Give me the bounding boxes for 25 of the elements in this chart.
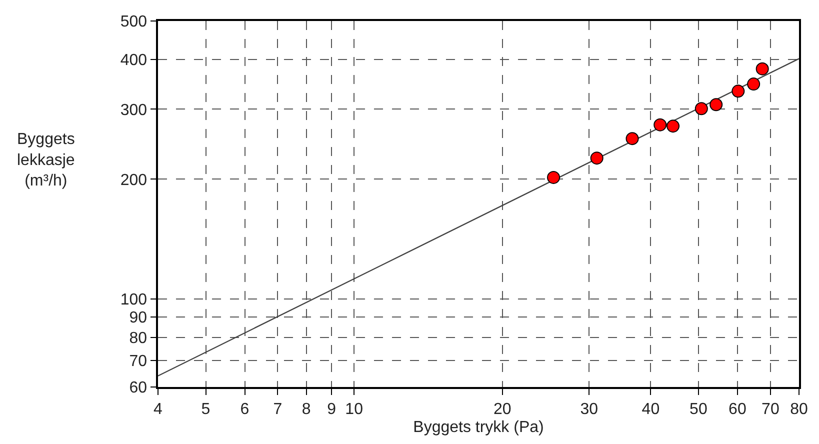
y-axis-title: Byggets lekkasje (m³/h) [17, 131, 75, 190]
y-tick-label: 100 [120, 291, 148, 308]
y-tick-label: 400 [120, 52, 148, 70]
y-tick-label: 80 [129, 330, 148, 347]
x-tick-label: 40 [642, 400, 660, 418]
y-tick-label: 500 [120, 14, 148, 31]
x-tick-label: 7 [273, 400, 282, 418]
x-tick-label: 80 [790, 400, 808, 418]
x-tick-label: 6 [240, 400, 250, 418]
x-tick-label: 50 [690, 400, 708, 418]
x-tick-label: 20 [493, 400, 512, 418]
x-tick-label: 30 [580, 400, 598, 418]
y-tick-label: 70 [129, 352, 148, 370]
y-tick-label: 300 [120, 102, 148, 119]
y-tick-label: 60 [129, 380, 148, 397]
y-tick-label: 200 [120, 172, 148, 189]
x-axis-title: Byggets trykk (Pa) [413, 419, 544, 436]
x-tick-label: 60 [728, 400, 746, 418]
x-tick-label: 70 [762, 400, 780, 418]
y-tick-label: 90 [129, 310, 148, 327]
x-tick-label: 5 [201, 400, 210, 418]
x-tick-label: 9 [327, 400, 336, 418]
x-tick-label: 8 [302, 400, 311, 418]
x-tick-label: 10 [345, 400, 364, 418]
x-tick-label: 4 [154, 400, 163, 418]
